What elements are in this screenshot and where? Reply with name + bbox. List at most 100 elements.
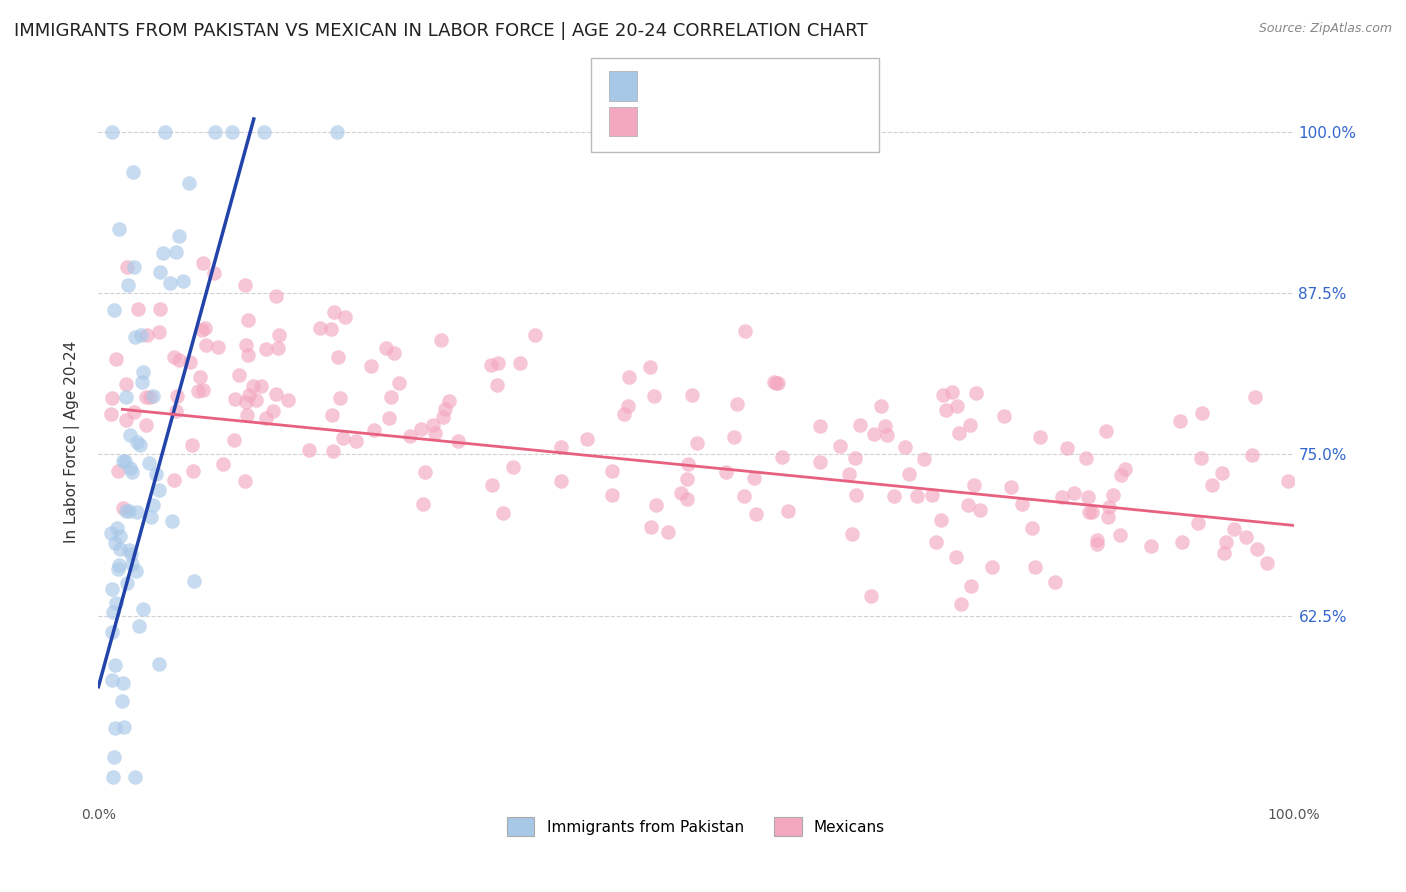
Point	[375, 341, 398, 355]
Point	[105, 596, 128, 610]
Point	[108, 221, 131, 235]
Point	[762, 375, 785, 389]
Point	[948, 426, 970, 441]
Point	[138, 390, 160, 404]
Point	[1168, 414, 1191, 428]
Point	[115, 575, 138, 590]
Point	[100, 391, 122, 405]
Text: R = -0.651   N = 199: R = -0.651 N = 199	[645, 112, 834, 131]
Point	[723, 430, 745, 444]
Point	[100, 407, 122, 421]
Point	[179, 176, 201, 190]
Point	[108, 542, 131, 557]
Point	[830, 439, 852, 453]
Point	[1215, 535, 1237, 549]
Point	[873, 419, 896, 434]
Point	[619, 370, 641, 384]
Point	[617, 399, 640, 413]
Point	[645, 498, 668, 512]
Point	[1077, 505, 1099, 519]
Point	[960, 579, 983, 593]
Point	[262, 404, 284, 418]
Point	[159, 276, 181, 290]
Point	[101, 770, 124, 784]
Point	[153, 125, 176, 139]
Point	[950, 597, 973, 611]
Point	[141, 510, 163, 524]
Point	[125, 564, 148, 578]
Point	[929, 513, 952, 527]
Point	[122, 260, 145, 274]
Point	[107, 562, 129, 576]
Point	[329, 391, 352, 405]
Point	[128, 619, 150, 633]
Point	[1028, 430, 1050, 444]
Point	[434, 402, 457, 417]
Point	[112, 500, 135, 515]
Point	[492, 506, 515, 520]
Point	[378, 411, 401, 425]
Point	[657, 525, 679, 540]
Point	[118, 428, 141, 442]
Point	[848, 418, 870, 433]
Point	[1000, 480, 1022, 494]
Point	[115, 376, 138, 391]
Point	[165, 245, 187, 260]
Point	[432, 410, 454, 425]
Point	[187, 384, 209, 398]
Point	[183, 574, 205, 589]
Point	[768, 376, 790, 390]
Point	[277, 392, 299, 407]
Point	[104, 351, 127, 366]
Point	[1076, 450, 1098, 465]
Point	[104, 658, 127, 673]
Point	[319, 322, 342, 336]
Point	[1211, 467, 1233, 481]
Point	[129, 328, 152, 343]
Point	[118, 461, 141, 475]
Point	[235, 394, 257, 409]
Point	[328, 351, 350, 365]
Point	[1109, 528, 1132, 542]
Point	[124, 770, 146, 784]
Point	[114, 390, 136, 404]
Point	[1191, 406, 1213, 420]
Point	[876, 427, 898, 442]
Point	[254, 343, 277, 357]
Point	[742, 471, 765, 485]
Point	[1277, 474, 1299, 488]
Point	[1240, 449, 1263, 463]
Point	[1256, 556, 1278, 570]
Point	[969, 502, 991, 516]
Point	[1045, 574, 1067, 589]
Point	[322, 443, 344, 458]
Point	[575, 433, 598, 447]
Point	[770, 450, 793, 464]
Point	[212, 457, 235, 471]
Point	[388, 376, 411, 390]
Point	[131, 365, 153, 379]
Point	[142, 499, 165, 513]
Point	[380, 390, 402, 404]
Point	[382, 345, 405, 359]
Point	[101, 673, 124, 688]
Point	[423, 425, 446, 440]
Point	[413, 466, 436, 480]
Point	[1201, 478, 1223, 492]
Point	[321, 409, 343, 423]
Point	[100, 582, 122, 597]
Point	[191, 383, 214, 397]
Point	[430, 333, 453, 347]
Point	[269, 327, 291, 342]
Point	[1109, 467, 1132, 482]
Point	[110, 529, 132, 543]
Point	[181, 438, 204, 452]
Point	[437, 393, 460, 408]
Point	[112, 676, 135, 690]
Point	[326, 125, 349, 139]
Point	[1102, 488, 1125, 502]
Point	[148, 657, 170, 672]
Point	[264, 289, 287, 303]
Point	[859, 589, 882, 603]
Point	[810, 455, 832, 469]
